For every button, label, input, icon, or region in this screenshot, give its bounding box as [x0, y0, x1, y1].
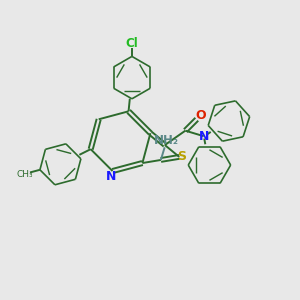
Text: O: O [195, 109, 206, 122]
Text: CH₃: CH₃ [16, 170, 33, 179]
Text: S: S [177, 150, 186, 164]
Text: NH₂: NH₂ [154, 134, 179, 147]
Text: N: N [106, 170, 116, 183]
Text: N: N [199, 130, 209, 143]
Text: Cl: Cl [126, 37, 138, 50]
